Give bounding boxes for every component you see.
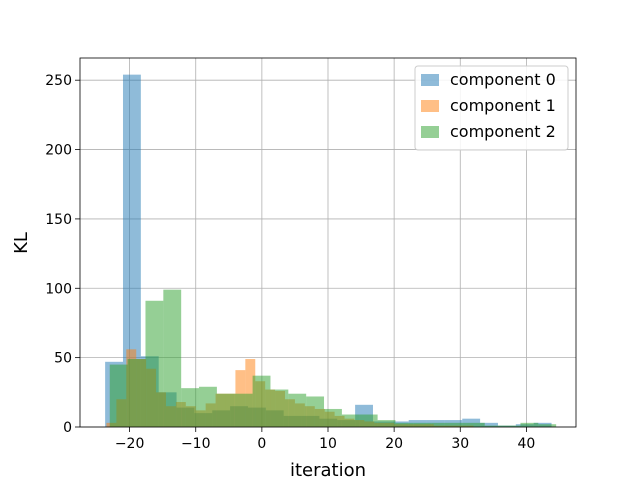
histogram-bar-component-2 — [306, 396, 325, 427]
legend-swatch-component-0 — [421, 74, 439, 86]
legend-label-component-2: component 2 — [450, 122, 556, 141]
histogram-bar-component-2 — [216, 393, 235, 427]
histogram-bar-component-2 — [181, 388, 200, 427]
histogram-bar-component-2 — [484, 425, 503, 427]
x-tick-label: 30 — [451, 436, 469, 452]
x-tick-label: 10 — [319, 436, 337, 452]
histogram-bar-component-2 — [502, 425, 521, 427]
legend-swatch-component-2 — [421, 126, 439, 138]
x-tick-label: 20 — [385, 436, 403, 452]
histogram-bar-component-2 — [538, 424, 557, 427]
histogram-bar-component-2 — [145, 300, 164, 427]
histogram-bar-component-2 — [288, 393, 307, 427]
histogram-bar-component-2 — [449, 422, 467, 427]
legend-box — [414, 65, 569, 151]
x-tick-label: −10 — [181, 436, 211, 452]
y-tick-label: 150 — [45, 212, 72, 228]
plot-area: −20 −10 0 10 20 30 40 0 50 100 150 200 250 component … — [45, 57, 577, 452]
x-tick-label: 40 — [517, 436, 535, 452]
histogram-bar-component-2 — [395, 422, 414, 427]
histogram-bar-component-2 — [324, 408, 342, 427]
legend-label-component-1: component 1 — [450, 96, 556, 115]
legend-label-component-0: component 0 — [450, 70, 556, 89]
y-axis-title: KL — [11, 232, 32, 254]
histogram-bar-component-2 — [341, 414, 360, 427]
histogram-bar-component-2 — [234, 393, 253, 427]
y-tick-label: 100 — [45, 281, 72, 297]
histogram-bar-component-2 — [199, 386, 217, 427]
histogram-bar-component-2 — [270, 389, 289, 427]
y-tick-label: 250 — [45, 73, 72, 89]
histogram-bar-component-2 — [520, 422, 539, 427]
histogram-bar-component-1 — [245, 359, 256, 427]
x-tick-label: 0 — [257, 436, 266, 452]
histogram-bar-component-2 — [359, 414, 378, 427]
y-tick-label: 50 — [54, 351, 72, 367]
x-tick-label: −20 — [115, 436, 145, 452]
legend-swatch-component-1 — [421, 100, 439, 112]
histogram-bar-component-2 — [413, 422, 432, 427]
x-axis-title: iteration — [290, 460, 366, 480]
histogram-bar-component-2 — [163, 289, 182, 427]
histogram-bar-component-2 — [466, 422, 485, 427]
histogram-bar-component-2 — [252, 375, 271, 427]
histogram-bar-component-0 — [122, 74, 141, 428]
y-tick-label: 200 — [45, 143, 72, 159]
y-tick-label: 0 — [63, 420, 72, 436]
histogram-bar-component-2 — [127, 359, 146, 427]
histogram-bar-component-2 — [431, 422, 450, 427]
histogram-bar-component-2 — [109, 364, 128, 427]
histogram-bar-component-0 — [480, 422, 498, 427]
histogram-bar-component-2 — [377, 420, 396, 427]
